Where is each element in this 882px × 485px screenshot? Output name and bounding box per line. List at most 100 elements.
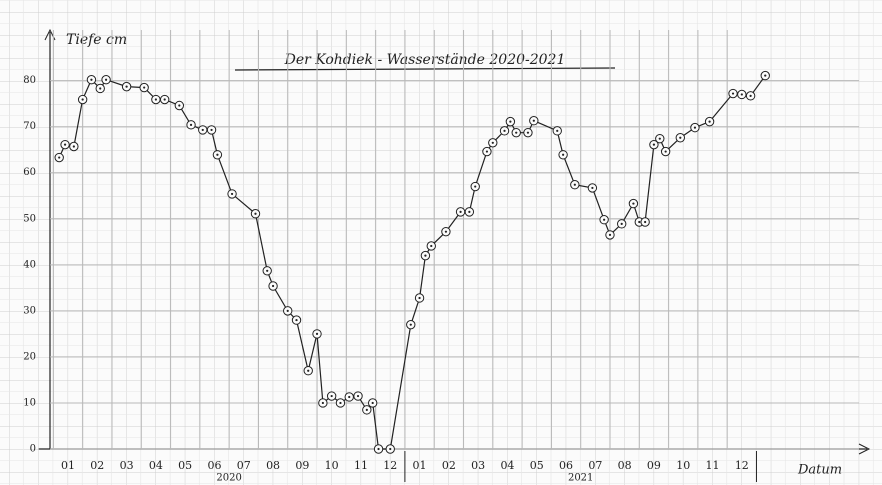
data-point-dot xyxy=(492,142,494,144)
x-tick-label: 09 xyxy=(647,459,661,472)
data-point-dot xyxy=(410,324,412,326)
x-tick-label: 11 xyxy=(354,459,368,472)
data-point-dot xyxy=(659,138,661,140)
x-tick-label: 02 xyxy=(442,459,456,472)
data-point-dot xyxy=(591,187,593,189)
data-point-dot xyxy=(287,310,289,312)
data-point-dot xyxy=(609,234,611,236)
data-point-dot xyxy=(644,221,646,223)
data-point-dot xyxy=(266,270,268,272)
x-tick-label: 01 xyxy=(413,459,427,472)
x-tick-label: 05 xyxy=(178,459,192,472)
data-point-dot xyxy=(638,221,640,223)
data-point-dot xyxy=(155,98,157,100)
data-point-dot xyxy=(366,409,368,411)
x-tick-label: 05 xyxy=(530,459,544,472)
data-point-dot xyxy=(764,74,766,76)
data-point-dot xyxy=(632,202,634,204)
y-tick-label: 50 xyxy=(23,213,36,224)
year-label: 2021 xyxy=(568,473,593,484)
data-point-dot xyxy=(430,245,432,247)
data-point-dot xyxy=(527,132,529,134)
data-point-dot xyxy=(750,95,752,97)
data-point-dot xyxy=(533,120,535,122)
x-tick-label: 08 xyxy=(618,459,632,472)
x-tick-label: 03 xyxy=(471,459,485,472)
data-point-dot xyxy=(202,129,204,131)
data-point-dot xyxy=(105,79,107,81)
x-tick-label: 07 xyxy=(588,459,602,472)
x-tick-label: 03 xyxy=(120,459,134,472)
x-tick-label: 09 xyxy=(295,459,309,472)
data-point-dot xyxy=(474,185,476,187)
data-point-dot xyxy=(143,86,145,88)
data-point-dot xyxy=(445,231,447,233)
data-point-dot xyxy=(64,144,66,146)
data-point-dot xyxy=(509,121,511,123)
data-point-dot xyxy=(377,448,379,450)
data-point-dot xyxy=(574,184,576,186)
x-tick-label: 07 xyxy=(237,459,251,472)
data-point-dot xyxy=(372,402,374,404)
data-point-dot xyxy=(653,144,655,146)
x-tick-label: 10 xyxy=(325,459,339,472)
data-point-dot xyxy=(73,145,75,147)
data-point-dot xyxy=(178,104,180,106)
data-point-dot xyxy=(732,92,734,94)
data-point-dot xyxy=(556,130,558,132)
data-point-dot xyxy=(316,333,318,335)
data-point-dot xyxy=(665,150,667,152)
data-point-dot xyxy=(231,193,233,195)
data-point-dot xyxy=(562,154,564,156)
data-point-dot xyxy=(295,319,297,321)
y-tick-label: 80 xyxy=(23,75,36,86)
x-tick-label: 06 xyxy=(559,459,573,472)
data-point-dot xyxy=(486,150,488,152)
y-tick-label: 40 xyxy=(23,259,36,270)
data-point-dot xyxy=(348,396,350,398)
data-point-dot xyxy=(621,223,623,225)
data-point-dot xyxy=(210,129,212,131)
x-tick-label: 06 xyxy=(207,459,221,472)
data-point-dot xyxy=(339,402,341,404)
data-point-dot xyxy=(190,124,192,126)
x-tick-label: 04 xyxy=(500,459,514,472)
data-point-dot xyxy=(459,211,461,213)
chart-title: Der Kohdiek - Wasserstände 2020-2021 xyxy=(284,52,566,68)
data-point-dot xyxy=(503,130,505,132)
x-tick-label: 11 xyxy=(706,459,720,472)
data-point-dot xyxy=(424,255,426,257)
x-tick-label: 08 xyxy=(266,459,280,472)
x-tick-label: 12 xyxy=(735,459,749,472)
data-point-dot xyxy=(708,121,710,123)
data-point-dot xyxy=(307,370,309,372)
data-point-dot xyxy=(99,87,101,89)
x-tick-label: 10 xyxy=(676,459,690,472)
data-point-dot xyxy=(164,98,166,100)
data-point-dot xyxy=(389,448,391,450)
data-point-dot xyxy=(90,79,92,81)
data-point-dot xyxy=(331,395,333,397)
data-point-dot xyxy=(322,402,324,404)
data-point-dot xyxy=(254,213,256,215)
y-tick-label: 20 xyxy=(23,351,36,362)
x-axis-label: Datum xyxy=(797,463,842,478)
data-point-dot xyxy=(82,98,84,100)
data-point-dot xyxy=(515,132,517,134)
year-label: 2020 xyxy=(216,473,241,484)
data-point-dot xyxy=(418,297,420,299)
y-tick-label: 0 xyxy=(30,444,36,455)
y-tick-label: 30 xyxy=(23,305,36,316)
y-tick-label: 60 xyxy=(23,167,36,178)
data-point-dot xyxy=(679,137,681,139)
x-tick-label: 04 xyxy=(149,459,163,472)
graph-paper xyxy=(0,0,882,485)
data-point-dot xyxy=(468,211,470,213)
data-point-dot xyxy=(216,154,218,156)
data-point-dot xyxy=(58,156,60,158)
x-tick-label: 12 xyxy=(383,459,397,472)
data-point-dot xyxy=(603,219,605,221)
x-tick-label: 01 xyxy=(61,459,75,472)
data-point-dot xyxy=(741,93,743,95)
x-tick-label: 02 xyxy=(90,459,104,472)
